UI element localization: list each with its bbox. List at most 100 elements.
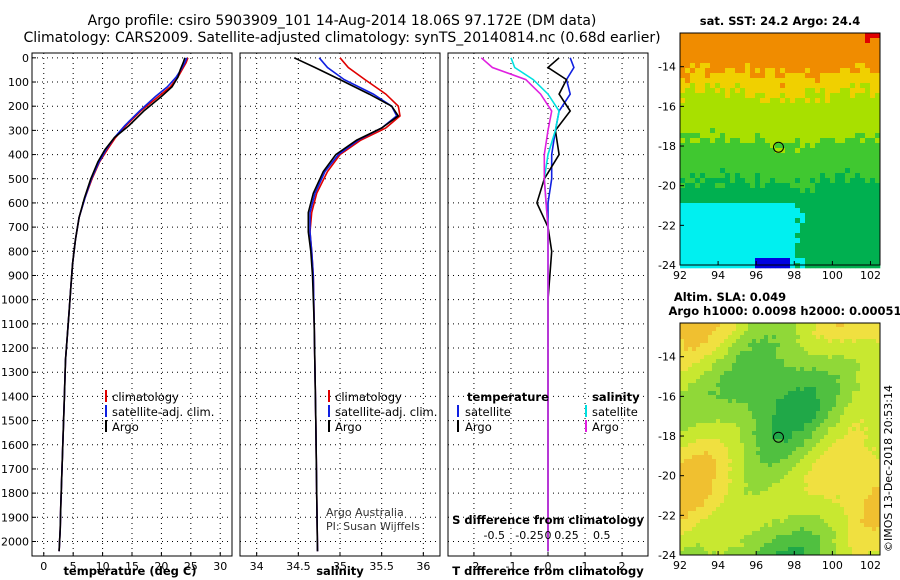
map-cell <box>828 379 833 384</box>
map-cell <box>805 83 811 89</box>
map-cell <box>856 523 861 528</box>
map-cell <box>876 363 881 368</box>
sal-legend-swatch-climatology <box>328 390 330 402</box>
map-cell <box>700 153 706 159</box>
map-cell <box>790 88 796 94</box>
map-cell <box>876 511 881 516</box>
map-cell <box>865 233 871 239</box>
map-cell <box>724 523 729 528</box>
map-cell <box>855 143 861 149</box>
map-cell <box>700 233 706 239</box>
map-cell <box>840 355 845 360</box>
map-cell <box>715 148 721 154</box>
map-cell <box>748 371 753 376</box>
map-cell <box>760 335 765 340</box>
x-tick-label-0: 0 <box>40 560 47 573</box>
map-cell <box>744 363 749 368</box>
map-cell <box>712 459 717 464</box>
map-cell <box>680 467 685 472</box>
map-cell <box>840 248 846 254</box>
s-difference-ticks: -0.5 -0.25 0 0.25 0.5 <box>484 529 611 542</box>
map-cell <box>780 355 785 360</box>
map-cell <box>836 343 841 348</box>
map-cell <box>828 507 833 512</box>
map-cell <box>704 335 709 340</box>
map-cell <box>800 487 805 492</box>
map-cell <box>770 153 776 159</box>
map-cell <box>695 43 701 49</box>
map-cell <box>780 535 785 540</box>
map-cell <box>824 375 829 380</box>
map-cell <box>852 523 857 528</box>
map-cell <box>844 387 849 392</box>
map-cell <box>812 383 817 388</box>
map-cell <box>685 83 691 89</box>
map-cell <box>788 379 793 384</box>
map-cell <box>852 347 857 352</box>
map-cell <box>775 183 781 189</box>
map-cell <box>708 327 713 332</box>
map-cell <box>712 543 717 548</box>
map-cell <box>692 359 697 364</box>
map-cell <box>736 339 741 344</box>
map-cell <box>740 33 746 39</box>
map-cell <box>735 173 741 179</box>
map-cell <box>784 379 789 384</box>
map-cell <box>820 443 825 448</box>
map-cell <box>796 423 801 428</box>
map-cell <box>760 547 765 552</box>
map-cell <box>716 467 721 472</box>
map-cell <box>816 383 821 388</box>
map-cell <box>690 168 696 174</box>
map-cell <box>828 411 833 416</box>
map-cell <box>724 367 729 372</box>
map-cell <box>680 539 685 544</box>
map-cell <box>690 143 696 149</box>
map-cell <box>680 248 686 254</box>
map-cell <box>690 213 696 219</box>
map-cell <box>830 103 836 109</box>
map-cell <box>864 403 869 408</box>
map-cell <box>715 198 721 204</box>
map-cell <box>720 531 725 536</box>
map-cell <box>725 218 731 224</box>
map-cell <box>804 383 809 388</box>
map-cell <box>850 263 856 269</box>
map-cell <box>820 113 826 119</box>
map-cell <box>856 435 861 440</box>
map-cell <box>836 399 841 404</box>
map-cell <box>850 78 856 84</box>
map-cell <box>876 399 881 404</box>
map-cell <box>770 83 776 89</box>
map-cell <box>695 213 701 219</box>
map-cell <box>700 58 706 64</box>
map-cell <box>852 399 857 404</box>
map-cell <box>835 238 841 244</box>
map-cell <box>690 233 696 239</box>
map-cell <box>870 173 876 179</box>
map-cell <box>828 535 833 540</box>
map-cell <box>700 439 705 444</box>
map-cell <box>815 158 821 164</box>
map-cell <box>724 531 729 536</box>
map-cell <box>810 63 816 69</box>
map-cell <box>732 475 737 480</box>
map-cell <box>870 73 876 79</box>
map-cell <box>792 399 797 404</box>
map-cell <box>868 403 873 408</box>
map-cell <box>735 103 741 109</box>
map-cell <box>720 551 725 556</box>
map-cell <box>790 193 796 199</box>
map-cell <box>865 123 871 129</box>
map-cell <box>855 233 861 239</box>
map-cell <box>870 118 876 124</box>
map-cell <box>755 203 761 209</box>
map-cell <box>820 98 826 104</box>
series-s-satellite <box>510 57 560 552</box>
temperature-x-label: temperature (deg C) <box>63 564 196 578</box>
map-cell <box>728 395 733 400</box>
map-cell <box>716 471 721 476</box>
map-cell <box>828 403 833 408</box>
map-cell <box>748 331 753 336</box>
map-cell <box>815 183 821 189</box>
